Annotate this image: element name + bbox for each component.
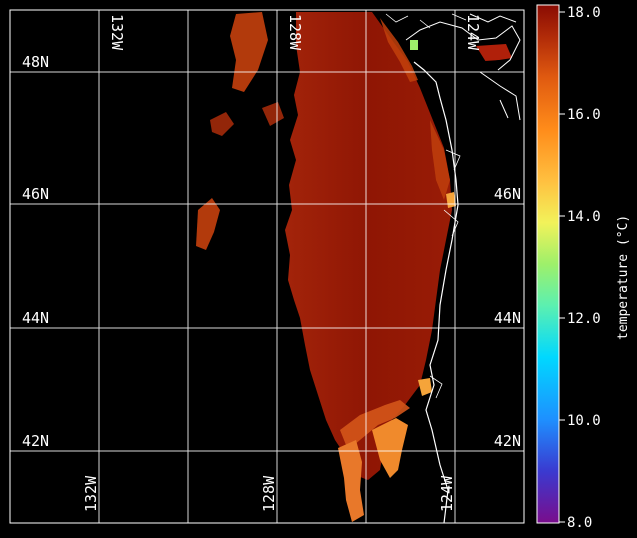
lat-label-46n-left: 46N xyxy=(22,185,49,203)
lon-label-132w-top: 132W xyxy=(108,14,126,51)
latitude-labels-left: 48N 46N 44N 42N xyxy=(22,53,49,450)
sst-patch-strait xyxy=(476,44,512,62)
lon-label-124w-bottom: 124W xyxy=(438,475,456,512)
colorbar-tick-8: 8.0 xyxy=(567,515,592,531)
lat-label-44n-left: 44N xyxy=(22,309,49,327)
lon-label-128w-bottom: 128W xyxy=(260,475,278,512)
sst-patch-west xyxy=(196,198,220,250)
colorbar-tick-labels: 18.0 16.0 14.0 12.0 10.0 8.0 xyxy=(567,5,601,531)
lon-label-132w-bottom: 132W xyxy=(82,475,100,512)
coastline-strait xyxy=(405,13,521,121)
colorbar-tick-10: 10.0 xyxy=(567,413,601,429)
lat-label-44n-right: 44N xyxy=(494,309,521,327)
sst-patch-scatter-2 xyxy=(262,102,284,126)
graticule xyxy=(10,10,524,523)
colorbar-label: temperature (°C) xyxy=(616,215,631,340)
colorbar-tick-12: 12.0 xyxy=(567,311,601,327)
lon-label-128w-top: 128W xyxy=(286,14,304,51)
colorbar: 18.0 16.0 14.0 12.0 10.0 8.0 temperature… xyxy=(536,4,631,531)
lat-label-48n-left: 48N xyxy=(22,53,49,71)
latitude-labels-right: 46N 44N 42N xyxy=(494,185,521,450)
lat-label-42n-right: 42N xyxy=(494,432,521,450)
longitude-labels-top: 132W 128W 124W xyxy=(108,14,482,51)
coastline-islands xyxy=(385,13,467,399)
plot-frame xyxy=(9,9,525,524)
sst-patch-scatter xyxy=(210,112,234,136)
colorbar-tick-18: 18.0 xyxy=(567,5,601,21)
colorbar-tick-14: 14.0 xyxy=(567,209,601,225)
sst-main-region xyxy=(285,12,452,480)
sst-plume-south-east xyxy=(372,418,408,478)
longitude-labels-bottom: 132W 128W 124W xyxy=(82,475,456,512)
colorbar-tick-16: 16.0 xyxy=(567,107,601,123)
sst-coastal-band-north xyxy=(380,18,418,82)
sst-field xyxy=(10,10,524,523)
coastline xyxy=(413,61,459,523)
lat-label-46n-right: 46N xyxy=(494,185,521,203)
sst-patch-puget-cool xyxy=(410,40,418,50)
sst-coastal-band-mid xyxy=(430,120,450,200)
colorbar-gradient xyxy=(536,4,560,524)
sst-coastal-band-south xyxy=(340,400,410,450)
sst-plume-south-west xyxy=(338,440,364,522)
colorbar-tick-marks xyxy=(559,11,565,523)
lon-label-124w-top: 124W xyxy=(464,14,482,51)
lat-label-42n-left: 42N xyxy=(22,432,49,450)
sst-coastal-patch-cape xyxy=(418,378,432,396)
land-mass xyxy=(426,60,524,523)
